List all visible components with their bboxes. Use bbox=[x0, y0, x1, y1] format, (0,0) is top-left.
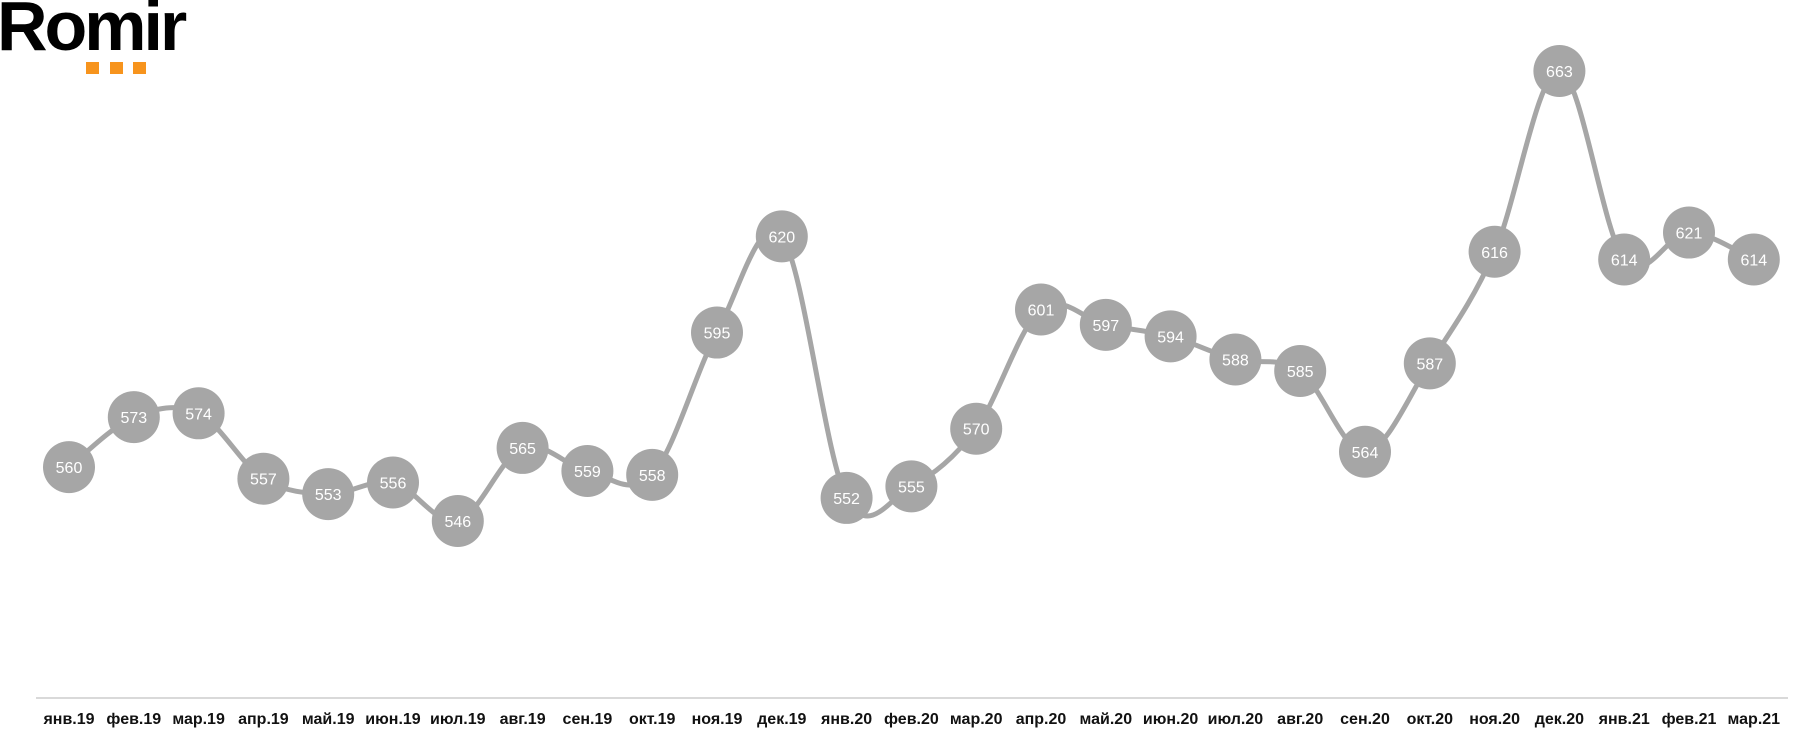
x-tick-label: дек.19 bbox=[757, 711, 806, 728]
data-point bbox=[431, 495, 484, 547]
data-point bbox=[172, 387, 225, 440]
data-point bbox=[691, 306, 743, 359]
data-point bbox=[302, 468, 355, 521]
data-label: 616 bbox=[1481, 245, 1508, 262]
data-label: 595 bbox=[704, 326, 731, 343]
data-point bbox=[885, 460, 938, 513]
data-label: 574 bbox=[185, 406, 212, 423]
data-point bbox=[1209, 333, 1262, 386]
x-tick-label: авг.19 bbox=[500, 711, 546, 728]
logo-square bbox=[86, 62, 99, 74]
data-label: 620 bbox=[768, 229, 795, 246]
x-tick-label: май.20 bbox=[1079, 711, 1132, 728]
x-tick-label: апр.19 bbox=[238, 711, 289, 728]
logo-square bbox=[133, 62, 146, 74]
series-line bbox=[67, 68, 1755, 524]
x-tick-label: май.19 bbox=[302, 711, 355, 728]
x-tick-label: апр.20 bbox=[1016, 711, 1067, 728]
data-label: 546 bbox=[444, 514, 471, 531]
x-tick-label: мар.21 bbox=[1728, 711, 1781, 728]
data-point bbox=[367, 456, 419, 509]
data-point bbox=[1015, 283, 1067, 336]
data-label: 663 bbox=[1546, 64, 1573, 81]
data-point bbox=[1663, 206, 1715, 259]
data-point bbox=[496, 421, 549, 474]
data-point bbox=[820, 471, 873, 524]
data-label: 573 bbox=[120, 410, 147, 427]
data-label: 553 bbox=[315, 487, 342, 504]
data-label: 594 bbox=[1157, 329, 1184, 346]
x-tick-label: авг.20 bbox=[1277, 711, 1323, 728]
data-point bbox=[1339, 425, 1391, 478]
x-tick-label: фев.21 bbox=[1662, 711, 1717, 728]
x-tick-label: окт.20 bbox=[1407, 711, 1454, 728]
data-label: 560 bbox=[56, 460, 83, 477]
data-point bbox=[1533, 45, 1586, 98]
data-point bbox=[1144, 310, 1197, 363]
data-point bbox=[43, 441, 95, 494]
x-tick-label: янв.19 bbox=[42, 711, 94, 728]
data-label: 557 bbox=[250, 472, 277, 489]
x-tick-label: янв.20 bbox=[820, 711, 872, 728]
logo-text: Romir bbox=[0, 0, 187, 65]
x-tick-label: июн.20 bbox=[1143, 711, 1199, 728]
data-point bbox=[1468, 225, 1521, 278]
data-label: 588 bbox=[1222, 352, 1249, 369]
data-label: 558 bbox=[639, 468, 666, 485]
x-tick-label: фев.19 bbox=[106, 711, 161, 728]
data-label: 570 bbox=[963, 422, 990, 439]
x-tick-label: сен.20 bbox=[1340, 711, 1390, 728]
x-tick-label: фев.20 bbox=[884, 711, 939, 728]
data-point bbox=[1079, 298, 1132, 351]
data-point bbox=[107, 391, 160, 444]
data-point bbox=[237, 452, 290, 505]
x-tick-label: ноя.19 bbox=[692, 711, 743, 728]
data-label: 621 bbox=[1676, 226, 1703, 243]
x-tick-label: янв.21 bbox=[1598, 711, 1650, 728]
x-tick-label: июл.20 bbox=[1208, 711, 1264, 728]
data-label: 585 bbox=[1287, 364, 1314, 381]
data-point bbox=[755, 210, 808, 263]
x-tick-label: дек.20 bbox=[1535, 711, 1584, 728]
logo-square bbox=[110, 62, 123, 74]
x-tick-label: мар.19 bbox=[172, 711, 225, 728]
data-label: 597 bbox=[1092, 318, 1119, 335]
x-tick-label: мар.20 bbox=[950, 711, 1003, 728]
data-label: 565 bbox=[509, 441, 536, 458]
data-point bbox=[1598, 233, 1651, 286]
data-label: 601 bbox=[1028, 302, 1055, 319]
x-tick-label: июн.19 bbox=[365, 711, 421, 728]
data-label: 587 bbox=[1416, 356, 1443, 373]
data-point bbox=[1403, 337, 1456, 390]
x-tick-label: окт.19 bbox=[629, 711, 676, 728]
x-tick-label: сен.19 bbox=[563, 711, 613, 728]
data-label: 559 bbox=[574, 464, 601, 481]
data-point bbox=[561, 445, 614, 498]
data-label: 564 bbox=[1352, 445, 1379, 462]
data-label: 556 bbox=[380, 476, 407, 493]
data-point bbox=[950, 402, 1003, 455]
romir-logo: Romir bbox=[0, 0, 200, 80]
data-label: 614 bbox=[1740, 252, 1767, 269]
data-point bbox=[626, 448, 679, 501]
data-point bbox=[1727, 233, 1780, 286]
data-label: 555 bbox=[898, 479, 925, 496]
x-tick-label: июл.19 bbox=[430, 711, 486, 728]
data-point bbox=[1274, 345, 1327, 398]
data-label: 552 bbox=[833, 491, 860, 508]
x-tick-label: ноя.20 bbox=[1469, 711, 1520, 728]
data-label: 614 bbox=[1611, 252, 1638, 269]
